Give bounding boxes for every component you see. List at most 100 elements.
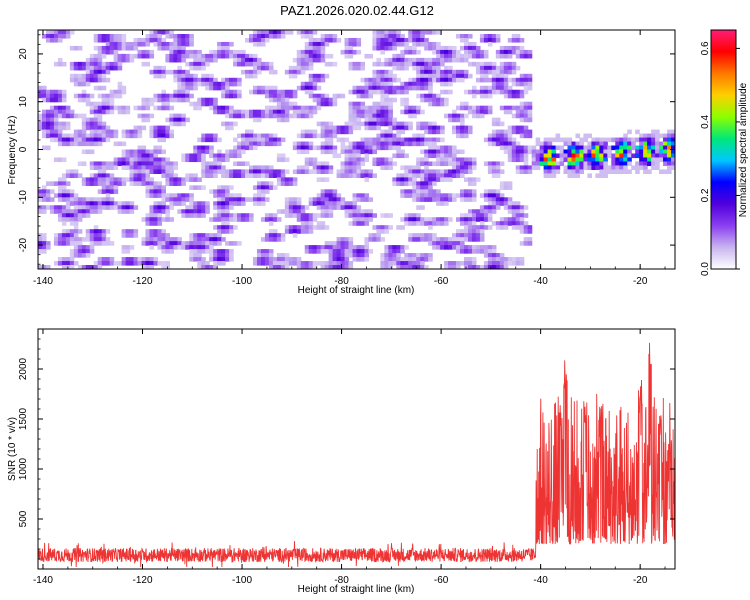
- heatmap-cell: [416, 157, 421, 163]
- heatmap-cell: [324, 213, 330, 218]
- heatmap-cell: [49, 137, 55, 143]
- heatmap-cell: [157, 157, 163, 163]
- heatmap-cell: [420, 177, 425, 182]
- heatmap-cell: [503, 53, 509, 59]
- heatmap-cell: [205, 149, 210, 155]
- heatmap-cell: [157, 149, 163, 155]
- heatmap-cell: [444, 177, 449, 182]
- heatmap-cell: [284, 177, 290, 182]
- heatmap-cell: [547, 173, 553, 178]
- heatmap-cell: [360, 85, 366, 91]
- heatmap-cell: [372, 77, 378, 83]
- heatmap-cell: [217, 249, 222, 254]
- heatmap-cell: [360, 217, 366, 222]
- heatmap-cell: [141, 173, 147, 178]
- heatmap-cell: [89, 161, 95, 167]
- heatmap-cell: [428, 233, 433, 238]
- heatmap-cell: [392, 117, 397, 123]
- heatmap-cell: [284, 93, 290, 99]
- heatmap-cell: [173, 177, 178, 182]
- heatmap-cell: [300, 61, 306, 67]
- heatmap-cell: [491, 137, 497, 143]
- heatmap-cell: [511, 89, 517, 95]
- heatmap-cell: [376, 145, 381, 151]
- heatmap-cell: [655, 153, 660, 159]
- heatmap-cell: [288, 65, 294, 71]
- heatmap-cell: [384, 41, 389, 47]
- heatmap-cell: [320, 145, 326, 151]
- heatmap-cell: [467, 109, 473, 115]
- heatmap-cell: [440, 157, 445, 163]
- heatmap-cell: [201, 57, 206, 63]
- heatmap-cell: [181, 69, 186, 75]
- heatmap-cell: [475, 89, 481, 95]
- heatmap-cell: [400, 141, 405, 147]
- heatmap-cell: [61, 133, 67, 139]
- heatmap-cell: [456, 105, 461, 111]
- heatmap-cell: [619, 137, 624, 143]
- heatmap-cell: [519, 261, 525, 266]
- heatmap-cell: [149, 157, 155, 163]
- heatmap-cell: [503, 265, 509, 269]
- heatmap-cell: [149, 229, 155, 234]
- heatmap-cell: [169, 105, 174, 111]
- heatmap-cell: [284, 105, 290, 111]
- heatmap-cell: [101, 65, 107, 71]
- heatmap-cell: [483, 65, 489, 71]
- heatmap-cell: [57, 30, 63, 35]
- heatmap-cell: [432, 181, 437, 186]
- heatmap-cell: [45, 93, 51, 99]
- heatmap-cell: [292, 109, 298, 115]
- heatmap-cell: [416, 185, 421, 190]
- heatmap-cell: [527, 85, 533, 91]
- heatmap-cell: [428, 57, 433, 63]
- heatmap-cell: [360, 149, 366, 155]
- heatmap-cell: [260, 197, 266, 202]
- heatmap-cell: [607, 145, 612, 151]
- heatmap-cell: [376, 37, 381, 43]
- heatmap-cell: [173, 245, 178, 250]
- heatmap-cell: [440, 245, 445, 250]
- heatmap-cell: [463, 245, 469, 250]
- heatmap-cell: [523, 77, 529, 83]
- heatmap-cell: [57, 237, 63, 242]
- heatmap-cell: [149, 241, 155, 246]
- heatmap-cell: [388, 261, 393, 266]
- heatmap-cell: [288, 93, 294, 99]
- heatmap-cell: [328, 37, 334, 43]
- heatmap-cell: [304, 61, 310, 67]
- heatmap-cell: [380, 30, 385, 35]
- heatmap-cell: [229, 109, 234, 115]
- heatmap-cell: [149, 69, 155, 75]
- heatmap-cell: [623, 169, 628, 174]
- heatmap-cell: [491, 205, 497, 210]
- heatmap-cell: [523, 105, 529, 111]
- heatmap-cell: [595, 145, 600, 151]
- heatmap-cell: [460, 165, 465, 171]
- heatmap-cell: [149, 33, 155, 39]
- heatmap-cell: [268, 89, 274, 95]
- heatmap-cell: [348, 149, 354, 155]
- heatmap-cell: [507, 261, 513, 266]
- heatmap-cell: [487, 61, 493, 67]
- heatmap-cell: [145, 105, 151, 111]
- heatmap-cell: [507, 89, 513, 95]
- heatmap-cell: [284, 97, 290, 103]
- heatmap-cell: [288, 89, 294, 95]
- heatmap-cell: [173, 33, 178, 39]
- heatmap-cell: [623, 141, 628, 147]
- heatmap-cell: [145, 117, 151, 123]
- heatmap-cell: [511, 145, 517, 151]
- heatmap-cell: [356, 145, 362, 151]
- heatmap-cell: [412, 81, 417, 87]
- heatmap-cell: [479, 225, 485, 230]
- heatmap-cell: [440, 73, 445, 79]
- heatmap-cell: [272, 30, 278, 35]
- colorbar-tick-label: 0.6: [700, 41, 711, 55]
- heatmap-cell: [304, 113, 310, 119]
- colorbar-tick-label: 0.2: [700, 188, 711, 202]
- heatmap-cell: [272, 261, 278, 266]
- heatmap-cell: [73, 225, 79, 230]
- heatmap-cell: [41, 185, 47, 190]
- heatmap-cell: [432, 65, 437, 71]
